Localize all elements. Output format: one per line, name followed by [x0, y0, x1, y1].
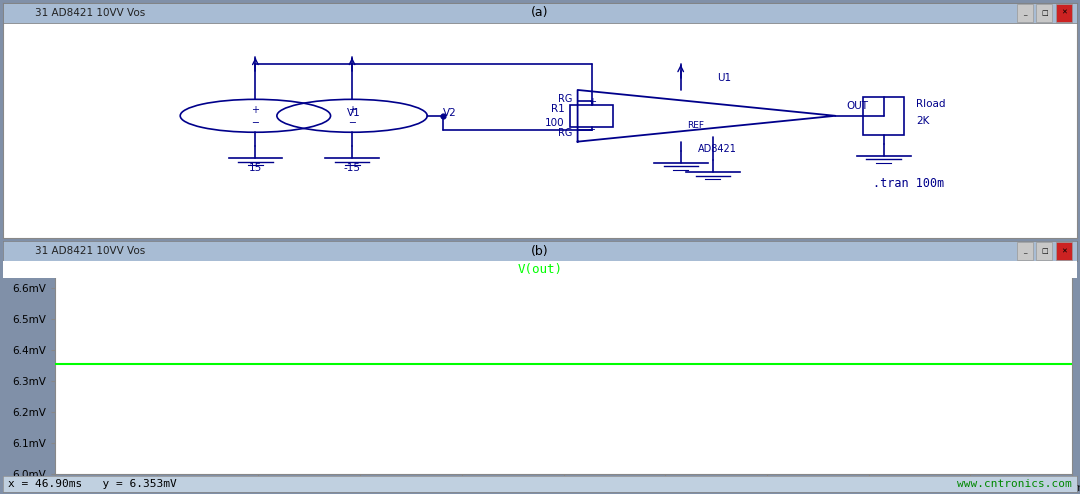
Text: OUT: OUT: [846, 101, 868, 112]
Text: +: +: [589, 97, 596, 107]
Text: RG: RG: [558, 94, 572, 104]
Text: ─: ─: [253, 118, 258, 128]
FancyBboxPatch shape: [1017, 4, 1032, 22]
Text: +: +: [348, 105, 356, 115]
Text: U1: U1: [717, 73, 731, 83]
Text: V1: V1: [347, 109, 361, 119]
Text: _: _: [1023, 248, 1027, 254]
Text: .tran 100m: .tran 100m: [873, 177, 944, 191]
Text: AD8421: AD8421: [698, 144, 737, 154]
Bar: [570, 105, 613, 126]
Text: -15: -15: [343, 163, 361, 173]
Text: 31 AD8421 10VV Vos: 31 AD8421 10VV Vos: [36, 246, 146, 256]
Text: 2K: 2K: [916, 116, 929, 125]
Text: x = 46.90ms   y = 6.353mV: x = 46.90ms y = 6.353mV: [9, 479, 177, 489]
Text: REF: REF: [687, 121, 704, 129]
FancyBboxPatch shape: [1036, 4, 1052, 22]
FancyBboxPatch shape: [1055, 4, 1071, 22]
Text: www.cntronics.com: www.cntronics.com: [957, 479, 1071, 489]
Text: 100: 100: [545, 118, 565, 128]
Text: ✕: ✕: [1061, 248, 1067, 254]
Text: □: □: [1041, 248, 1048, 254]
Text: ─: ─: [589, 125, 594, 135]
Text: V2: V2: [444, 109, 457, 119]
Text: _: _: [1023, 10, 1027, 16]
Bar: [863, 97, 904, 134]
Text: R1: R1: [551, 104, 565, 114]
FancyBboxPatch shape: [3, 3, 1077, 23]
Text: +: +: [252, 105, 259, 115]
FancyBboxPatch shape: [1036, 242, 1052, 260]
Text: □: □: [1041, 10, 1048, 16]
Text: Rload: Rload: [916, 99, 945, 109]
Text: ✕: ✕: [1061, 10, 1067, 16]
FancyBboxPatch shape: [1055, 242, 1071, 260]
FancyBboxPatch shape: [1017, 242, 1032, 260]
Text: V(out): V(out): [517, 263, 563, 276]
Text: (b): (b): [531, 245, 549, 257]
Text: 31 AD8421 10VV Vos: 31 AD8421 10VV Vos: [36, 8, 146, 18]
Text: RG: RG: [558, 127, 572, 138]
Text: 15: 15: [248, 163, 262, 173]
Text: (a): (a): [531, 6, 549, 19]
Text: ─: ─: [349, 118, 355, 128]
